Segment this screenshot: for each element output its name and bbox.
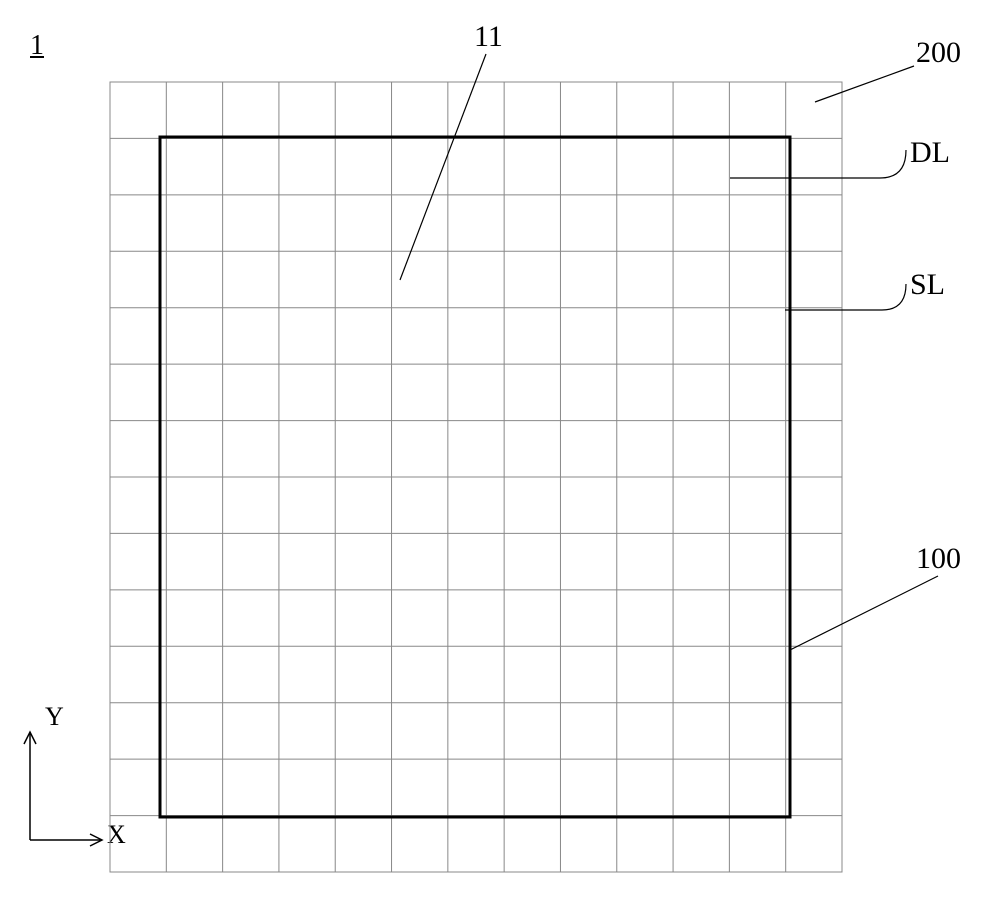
diagram-svg (0, 0, 1000, 914)
leader-SL (785, 284, 906, 310)
grid-horizontal-lines (110, 138, 842, 815)
leader-100 (790, 576, 938, 650)
leader-200 (815, 66, 914, 102)
leader-11 (400, 54, 486, 280)
leader-DL (730, 150, 906, 178)
coordinate-axes (24, 732, 102, 846)
diagram-canvas: 1 11 200 DL SL 100 Y X (0, 0, 1000, 914)
